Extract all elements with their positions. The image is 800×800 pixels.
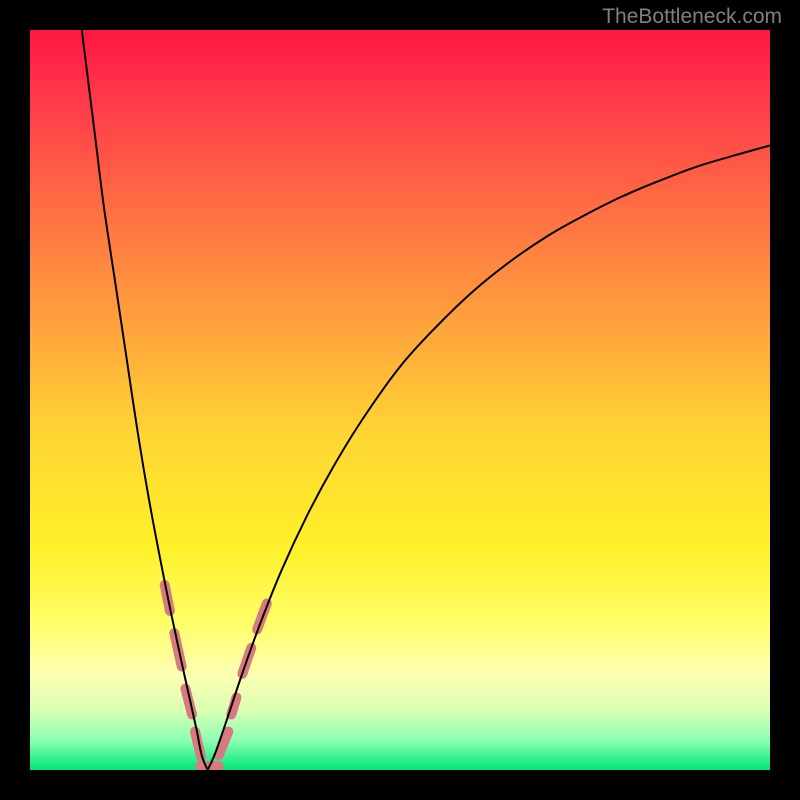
chart-background [30, 30, 770, 770]
watermark-text: TheBottleneck.com [602, 5, 782, 29]
chart-svg [30, 30, 770, 770]
bottleneck-chart [30, 30, 770, 770]
